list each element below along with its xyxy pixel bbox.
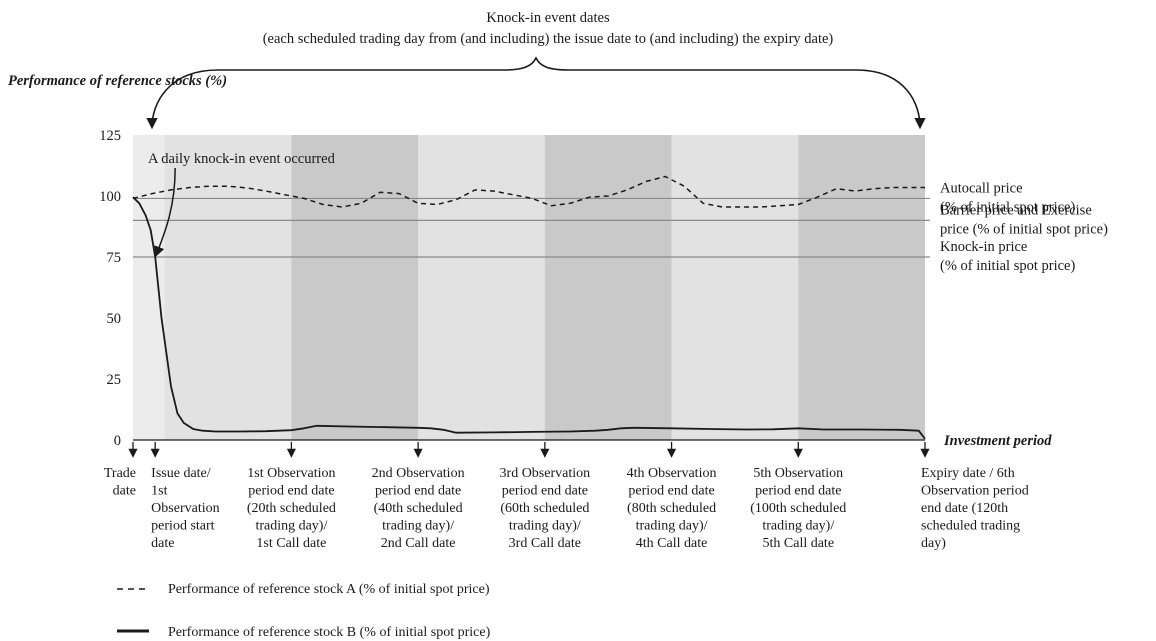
x-marker-6-label-3: (80th scheduled	[627, 501, 716, 516]
series-line-stock-a	[132, 175, 925, 208]
y-tick-label-125: 125	[99, 128, 121, 144]
x-marker-7-label-3: (100th scheduled	[750, 501, 846, 516]
x-marker-2-label-2: 1st	[151, 484, 167, 499]
observation-period-band-6	[798, 135, 925, 440]
x-marker-8-label-4: scheduled trading	[921, 519, 1020, 534]
x-marker-5-label-4: trading day)/	[509, 519, 581, 534]
x-marker-1-label-2: date	[113, 484, 136, 499]
observation-period-band-3	[418, 135, 545, 440]
x-marker-5-label-3: (60th scheduled	[500, 501, 589, 516]
y-tick-label-0: 0	[114, 433, 121, 449]
chart-title-line-2: (each scheduled trading day from (and in…	[263, 31, 834, 47]
x-marker-8-label-3: end date (120th	[921, 501, 1008, 516]
x-marker-2-label-3: Observation	[151, 501, 219, 516]
x-marker-6-label-5: 4th Call date	[636, 536, 708, 551]
x-marker-7-label-1: 5th Observation	[753, 466, 843, 481]
x-marker-1-label-1: Trade	[104, 466, 136, 481]
x-marker-6-label-4: trading day)/	[636, 519, 708, 534]
knock-in-dates-brace	[146, 56, 926, 130]
reference-line-1-label-1: Autocall price	[940, 180, 1023, 196]
x-marker-5-label-1: 3rd Observation	[500, 466, 591, 481]
x-marker-7-label-2: period end date	[755, 484, 841, 499]
observation-period-band-2	[291, 135, 419, 440]
x-marker-3-label-2: period end date	[248, 484, 334, 499]
knock-in-annotation: A daily knock-in event occurred	[148, 151, 336, 167]
legend-label-stock-b: Performance of reference stock B (% of i…	[168, 625, 491, 640]
legend: Performance of reference stock A (% of i…	[117, 582, 491, 640]
reference-line-2-label-2: price (% of initial spot price)	[940, 221, 1108, 237]
series-line-stock-b	[132, 196, 926, 440]
x-marker-6-label-2: period end date	[628, 484, 714, 499]
x-marker-5-label-5: 3rd Call date	[509, 536, 581, 551]
x-marker-3-label-4: trading day)/	[255, 519, 327, 534]
x-marker-4-label-3: (40th scheduled	[374, 501, 463, 516]
observation-period-band-1	[164, 135, 292, 440]
chart-title-line-1: Knock-in event dates	[486, 10, 610, 26]
y-tick-label-75: 75	[107, 250, 122, 266]
reference-line-3-label-2: (% of initial spot price)	[940, 258, 1075, 274]
x-marker-6-label-1: 4th Observation	[627, 466, 717, 481]
x-marker-2-label-4: period start	[151, 519, 214, 534]
x-marker-2-label-5: date	[151, 536, 174, 551]
knock-in-annotation-arrow	[154, 167, 176, 257]
reference-line-1-label-2: (% of initial spot price)	[940, 199, 1075, 215]
x-marker-3-label-5: 1st Call date	[256, 536, 326, 551]
reference-line-2-label-1: Barrier price and Exercise	[940, 202, 1092, 218]
x-axis-title: Investment period	[943, 433, 1052, 449]
x-marker-7-label-5: 5th Call date	[763, 536, 835, 551]
y-axis-title: Performance of reference stocks (%)	[8, 73, 227, 89]
x-marker-4-label-4: trading day)/	[382, 519, 454, 534]
y-tick-label-100: 100	[99, 189, 121, 205]
x-marker-4-label-5: 2nd Call date	[381, 536, 456, 551]
x-marker-8-label-5: day)	[921, 536, 946, 551]
x-marker-8-label-2: Observation period	[921, 484, 1029, 499]
y-tick-label-50: 50	[107, 311, 122, 327]
x-marker-4-label-2: period end date	[375, 484, 461, 499]
x-marker-2-label-1: Issue date/	[151, 466, 211, 481]
observation-period-band-5	[671, 135, 799, 440]
x-marker-3-label-1: 1st Observation	[247, 466, 335, 481]
x-marker-8-label-1: Expiry date / 6th	[921, 466, 1015, 481]
legend-label-stock-a: Performance of reference stock A (% of i…	[168, 582, 490, 597]
x-marker-3-label-3: (20th scheduled	[247, 501, 336, 516]
reference-line-3-label-1: Knock-in price	[940, 239, 1027, 255]
x-marker-4-label-1: 2nd Observation	[372, 466, 465, 481]
y-tick-label-25: 25	[107, 372, 122, 388]
x-marker-7-label-4: trading day)/	[762, 519, 834, 534]
x-marker-5-label-2: period end date	[502, 484, 588, 499]
observation-period-band-4	[544, 135, 672, 440]
